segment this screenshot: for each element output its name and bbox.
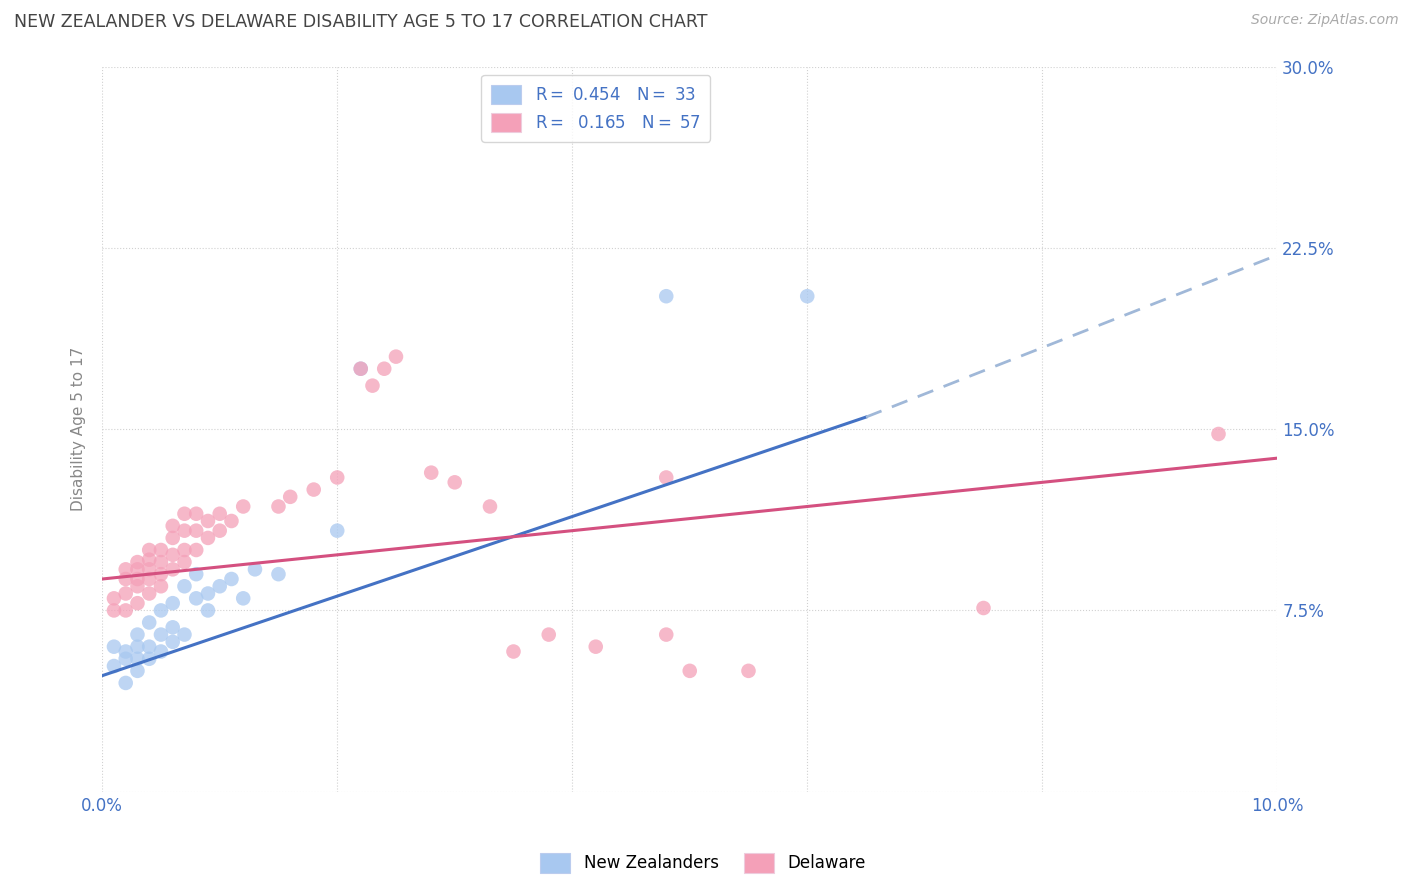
Point [138,562,160,576]
Point [127,555,149,569]
Point [173,579,195,593]
Point [149,627,172,641]
Point [138,586,160,600]
Point [420,466,443,480]
Point [478,500,501,514]
Point [173,524,195,538]
Point [127,664,149,678]
Point [127,596,149,610]
Point [162,596,184,610]
Point [278,490,301,504]
Point [138,572,160,586]
Text: Source: ZipAtlas.com: Source: ZipAtlas.com [1251,13,1399,28]
Point [502,644,524,658]
Point [103,640,125,654]
Point [361,378,384,392]
Point [208,507,231,521]
Point [149,555,172,569]
Point [149,543,172,558]
Point [138,652,160,666]
Text: NEW ZEALANDER VS DELAWARE DISABILITY AGE 5 TO 17 CORRELATION CHART: NEW ZEALANDER VS DELAWARE DISABILITY AGE… [14,13,707,31]
Point [221,572,243,586]
Point [138,640,160,654]
Point [655,289,678,303]
Point [162,620,184,634]
Point [197,531,219,545]
Point [737,664,759,678]
Point [114,652,136,666]
Point [326,470,349,484]
Point [267,500,290,514]
Point [197,586,219,600]
Point [267,567,290,582]
Point [114,586,136,600]
Point [162,635,184,649]
Point [302,483,325,497]
Point [173,555,195,569]
Point [149,644,172,658]
Point [162,548,184,562]
Point [127,627,149,641]
Point [162,531,184,545]
Point [103,603,125,617]
Point [103,591,125,606]
Point [186,591,208,606]
Point [127,562,149,576]
Point [173,507,195,521]
Point [127,579,149,593]
Point [1208,427,1230,442]
Point [114,572,136,586]
Point [103,659,125,673]
Point [655,470,678,484]
Point [114,562,136,576]
Point [162,518,184,533]
Point [149,567,172,582]
Point [114,644,136,658]
Point [138,552,160,566]
Point [149,603,172,617]
Point [127,652,149,666]
Point [197,514,219,528]
Point [114,603,136,617]
Point [208,579,231,593]
Point [127,640,149,654]
Point [173,627,195,641]
Point [796,289,818,303]
Point [186,543,208,558]
Point [197,603,219,617]
Point [221,514,243,528]
Point [585,640,607,654]
Point [138,615,160,630]
Point [162,562,184,576]
Point [385,350,408,364]
Point [373,361,395,376]
Point [208,524,231,538]
Point [186,524,208,538]
Legend: New Zealanders, Delaware: New Zealanders, Delaware [534,847,872,880]
Point [655,627,678,641]
Point [232,591,254,606]
Point [149,579,172,593]
Legend: $\mathregular{R = \ 0.454 \quad N = \ 33}$, $\mathregular{R = \ \ 0.165 \quad N : $\mathregular{R = \ 0.454 \quad N = \ 33… [481,75,710,142]
Point [127,572,149,586]
Point [350,361,373,376]
Point [243,562,266,576]
Point [232,500,254,514]
Point [173,543,195,558]
Point [443,475,465,490]
Point [114,676,136,690]
Point [350,361,373,376]
Point [186,507,208,521]
Y-axis label: Disability Age 5 to 17: Disability Age 5 to 17 [72,347,86,511]
Point [326,524,349,538]
Point [973,601,995,615]
Point [138,543,160,558]
Point [679,664,702,678]
Point [537,627,560,641]
Point [186,567,208,582]
